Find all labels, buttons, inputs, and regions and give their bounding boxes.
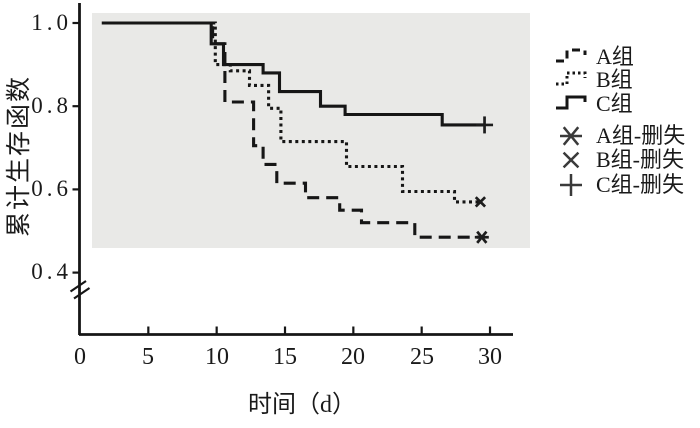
y-tick-label-0.6: 0.6: [31, 176, 72, 201]
legend-label-group-b: B组: [596, 67, 633, 92]
legend-item-group-a-censored: A组-删失: [554, 123, 685, 149]
x-tick-label-15: 15: [273, 344, 297, 370]
x-tick-label-0: 0: [74, 344, 86, 370]
legend-label-group-b-censored: B组-删失: [596, 147, 685, 172]
group-b-dotted-line-sample: [556, 71, 587, 86]
y-tick-label-0.4: 0.4: [31, 259, 72, 284]
legend-label-group-c-censored: C组-删失: [596, 172, 685, 197]
legend: A组 B组 C组 A组-删失 B组-删失 C组-删失: [554, 0, 700, 220]
legend-label-group-a-censored: A组-删失: [596, 123, 686, 148]
legend-item-group-b: B组: [554, 67, 633, 93]
legend-item-group-a: A组: [554, 44, 634, 70]
x-tick-label-20: 20: [341, 344, 365, 370]
x-tick-label-25: 25: [410, 344, 434, 370]
star-marker-icon: [560, 126, 582, 146]
y-tick-label-1.0: 1.0: [31, 10, 72, 35]
group-c-solid-line-sample: [556, 95, 587, 110]
legend-item-group-c-censored: C组-删失: [554, 172, 684, 198]
x-marker-icon: [562, 151, 580, 169]
x-tick-label-5: 5: [142, 344, 154, 370]
legend-label-group-c: C组: [596, 91, 633, 116]
plot-area-background: [92, 13, 530, 248]
group-a-dashed-line-sample: [556, 48, 587, 63]
y-tick-label-0.8: 0.8: [31, 93, 72, 118]
x-axis-title: 时间（d）: [248, 392, 356, 418]
legend-item-group-c: C组: [554, 91, 633, 117]
x-tick-label-10: 10: [205, 344, 229, 370]
plus-marker-icon: [560, 174, 582, 196]
x-tick-label-30: 30: [478, 344, 502, 370]
legend-label-group-a: A组: [596, 44, 634, 69]
legend-item-group-b-censored: B组-删失: [554, 147, 684, 173]
